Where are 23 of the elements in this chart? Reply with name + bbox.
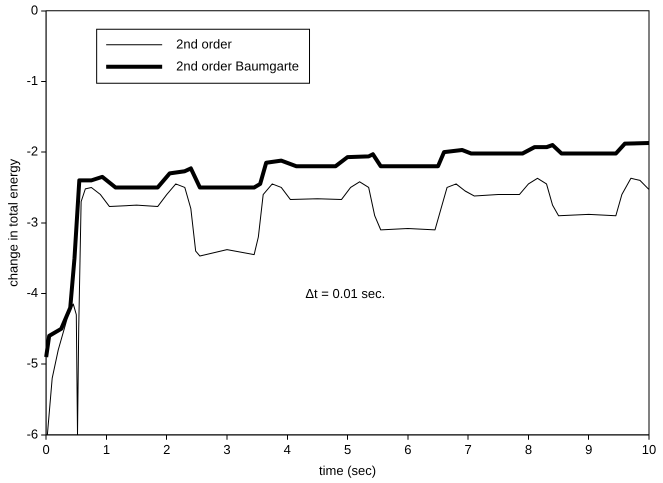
x-tick-label: 3	[223, 442, 231, 458]
x-tick-label: 2	[163, 442, 170, 458]
x-tick-label: 8	[524, 442, 532, 458]
legend-label: 2nd order	[176, 36, 232, 52]
y-axis-title: change in total energy	[5, 158, 20, 287]
y-tick-label: -2	[26, 144, 38, 159]
x-tick-label: 7	[464, 442, 472, 458]
x-tick-label: 0	[42, 442, 50, 458]
x-tick-label: 9	[585, 442, 592, 458]
y-tick-label: 0	[30, 2, 38, 18]
x-tick-label: 4	[284, 442, 291, 458]
x-tick-label: 10	[642, 442, 656, 458]
y-tick-label: -4	[26, 285, 38, 300]
x-axis-title: time (sec)	[319, 462, 376, 478]
y-tick-label: -3	[26, 214, 38, 230]
x-tick-label: 6	[404, 442, 412, 458]
y-tick-label: -5	[26, 356, 38, 371]
legend-label: 2nd order Baumgarte	[176, 58, 300, 74]
y-tick-label: -6	[26, 426, 38, 442]
annotation: Δt = 0.01 sec.	[305, 286, 386, 302]
x-tick-label: 1	[102, 442, 110, 458]
x-tick-label: 5	[344, 442, 352, 458]
y-tick-label: -1	[26, 73, 38, 88]
